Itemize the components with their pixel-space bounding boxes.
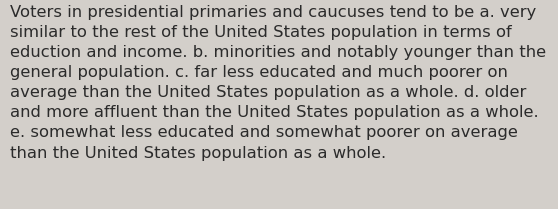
Text: Voters in presidential primaries and caucuses tend to be a. very
similar to the : Voters in presidential primaries and cau… xyxy=(10,5,546,161)
